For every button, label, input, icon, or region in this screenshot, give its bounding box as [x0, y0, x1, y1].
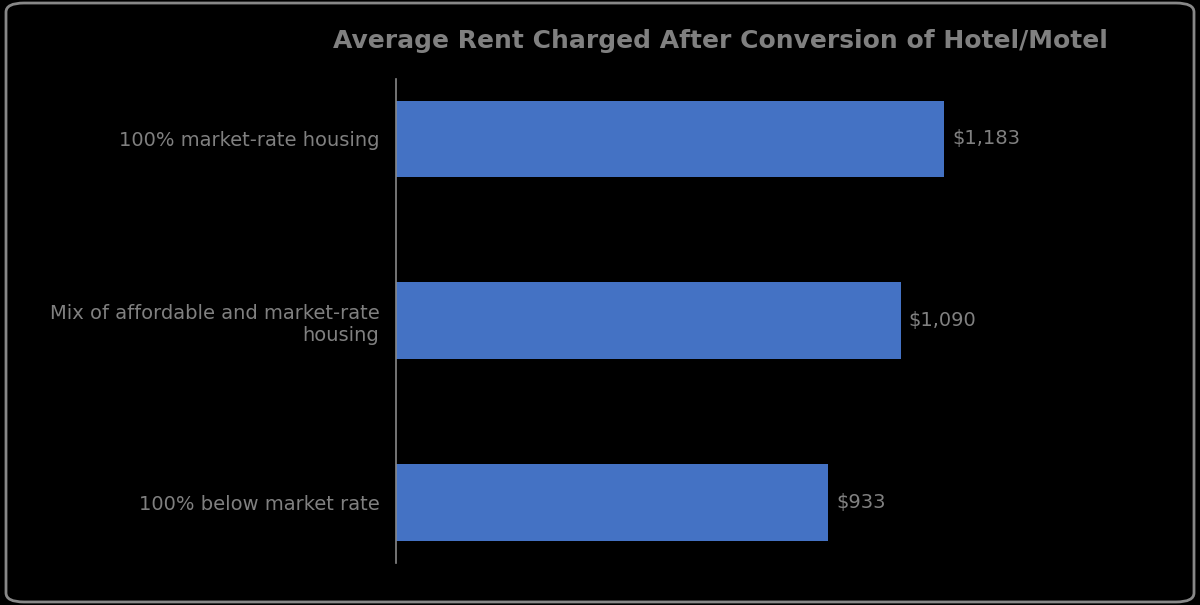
Bar — [396, 100, 943, 177]
Bar — [396, 464, 828, 541]
Text: $933: $933 — [836, 493, 886, 512]
Title: Average Rent Charged After Conversion of Hotel/Motel: Average Rent Charged After Conversion of… — [332, 29, 1108, 53]
Text: $1,090: $1,090 — [908, 311, 977, 330]
Bar — [396, 283, 900, 359]
Text: $1,183: $1,183 — [952, 129, 1020, 148]
